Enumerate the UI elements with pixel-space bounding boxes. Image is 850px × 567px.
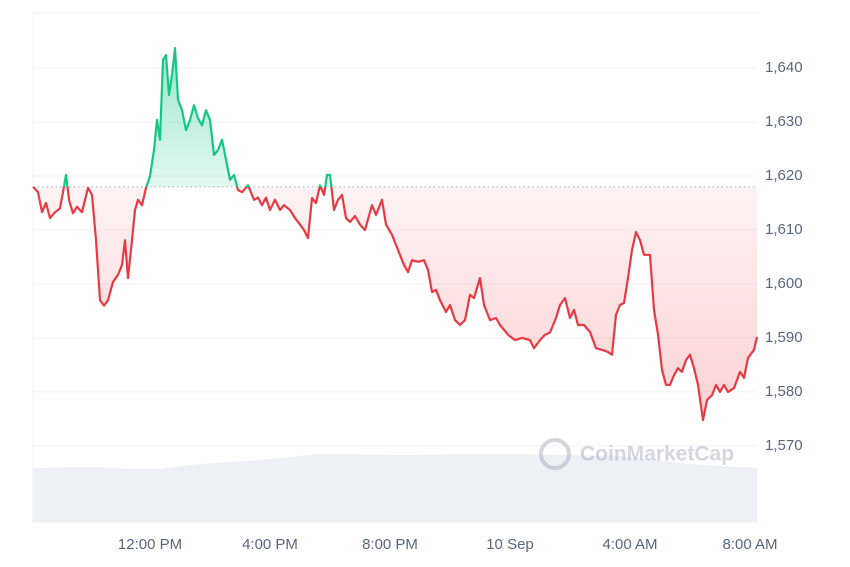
price-line bbox=[32, 47, 759, 422]
x-tick-label: 10 Sep bbox=[486, 536, 534, 553]
area-fill bbox=[33, 48, 757, 420]
y-tick-label: 1,610 bbox=[765, 221, 803, 238]
x-tick-label: 8:00 PM bbox=[362, 536, 418, 553]
y-tick-label: 1,580 bbox=[765, 383, 803, 400]
y-tick-label: 1,630 bbox=[765, 113, 803, 130]
x-tick-label: 4:00 AM bbox=[602, 536, 657, 553]
y-tick-label: 1,640 bbox=[765, 59, 803, 76]
y-tick-label: 1,570 bbox=[765, 437, 803, 454]
x-tick-label: 12:00 PM bbox=[118, 536, 182, 553]
x-tick-label: 4:00 PM bbox=[242, 536, 298, 553]
watermark: CoinMarketCap bbox=[539, 438, 734, 470]
y-tick-label: 1,600 bbox=[765, 275, 803, 292]
watermark-text: CoinMarketCap bbox=[580, 443, 734, 466]
watermark-logo bbox=[539, 438, 571, 470]
x-tick-label: 8:00 AM bbox=[722, 536, 777, 553]
y-tick-label: 1,590 bbox=[765, 329, 803, 346]
y-tick-label: 1,620 bbox=[765, 167, 803, 184]
volume-area bbox=[33, 454, 757, 522]
